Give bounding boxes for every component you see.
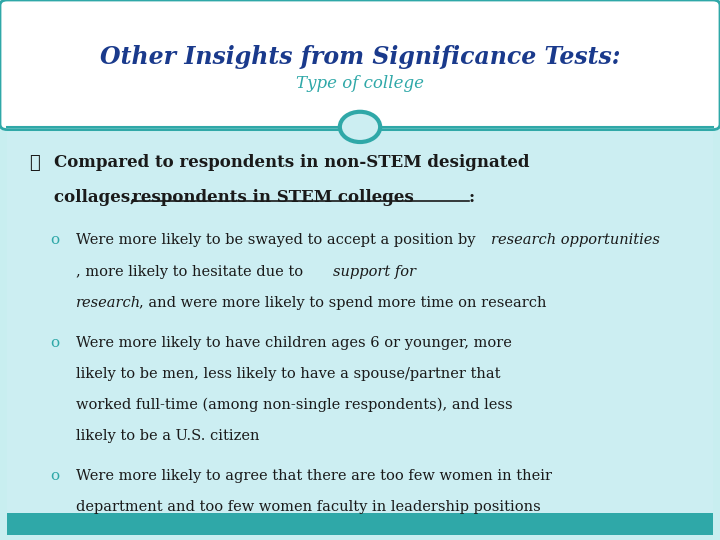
Text: Were more likely to have children ages 6 or younger, more: Were more likely to have children ages 6… <box>76 336 511 350</box>
Text: o: o <box>50 336 60 350</box>
Text: likely to be men, less likely to have a spouse/partner that: likely to be men, less likely to have a … <box>76 367 500 381</box>
Bar <box>7 513 713 535</box>
Text: research opportunities: research opportunities <box>491 233 660 247</box>
Text: respondents in STEM colleges: respondents in STEM colleges <box>132 189 413 206</box>
Text: o: o <box>50 469 60 483</box>
Text: , and were more likely to spend more time on research: , and were more likely to spend more tim… <box>139 296 546 310</box>
FancyBboxPatch shape <box>7 132 713 518</box>
Text: department and too few women faculty in leadership positions: department and too few women faculty in … <box>76 500 540 514</box>
Text: Were more likely to agree that there are too few women in their: Were more likely to agree that there are… <box>76 469 552 483</box>
FancyBboxPatch shape <box>0 0 720 130</box>
Text: support for: support for <box>333 265 416 279</box>
Text: :: : <box>469 189 475 206</box>
Text: research: research <box>76 296 140 310</box>
Text: , more likely to hesitate due to: , more likely to hesitate due to <box>76 265 307 279</box>
Text: likely to be a U.S. citizen: likely to be a U.S. citizen <box>76 429 259 443</box>
Text: worked full-time (among non-single respondents), and less: worked full-time (among non-single respo… <box>76 398 512 413</box>
Text: Compared to respondents in non-STEM designated: Compared to respondents in non-STEM desi… <box>54 154 529 171</box>
Text: collages,: collages, <box>54 189 142 206</box>
Circle shape <box>340 112 380 142</box>
Text: Type of college: Type of college <box>296 75 424 92</box>
Text: Other Insights from Significance Tests:: Other Insights from Significance Tests: <box>100 45 620 69</box>
Text: ❧: ❧ <box>29 154 40 172</box>
Text: o: o <box>50 233 60 247</box>
Text: Were more likely to be swayed to accept a position by: Were more likely to be swayed to accept … <box>76 233 480 247</box>
